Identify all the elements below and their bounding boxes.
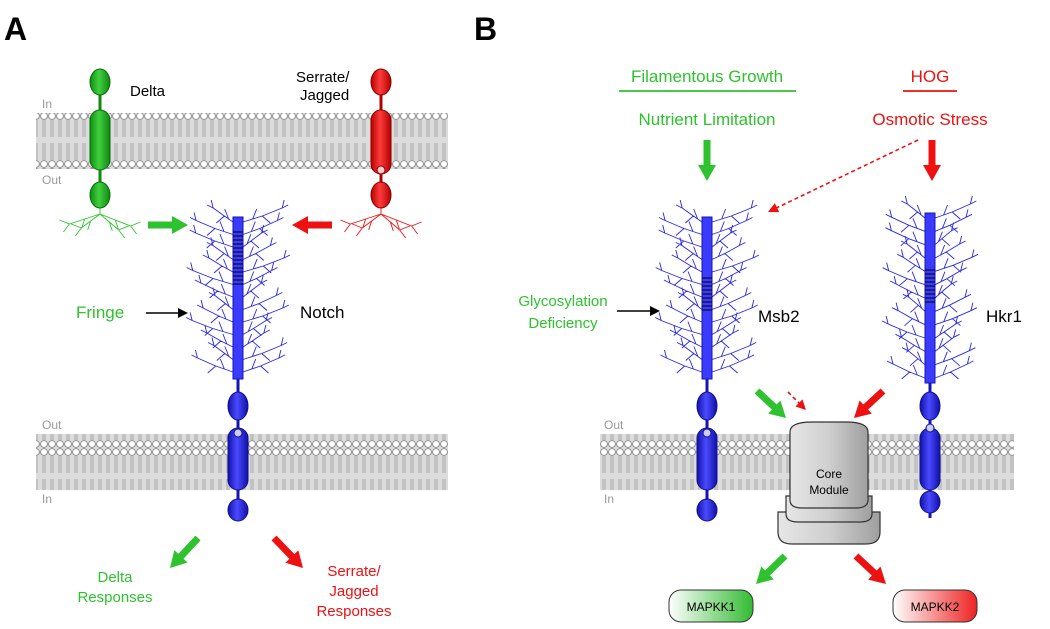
- nutrient-arrow: [698, 140, 716, 181]
- notch-label: Notch: [300, 303, 344, 322]
- serrate-responses-line2: Jagged: [329, 583, 378, 600]
- membrane-b-in-label: In: [604, 492, 614, 506]
- membrane-b-out-label: Out: [604, 418, 624, 432]
- msb2-glycan-tree: [654, 199, 760, 374]
- hkr1-to-core-arrow: [854, 388, 886, 418]
- core-to-mapkk1-arrow: [755, 553, 788, 585]
- serrate-to-notch-arrow: [292, 216, 332, 234]
- serrate-responses-line1: Serrate/: [327, 563, 381, 580]
- filamentous-growth-heading: Filamentous Growth: [631, 67, 783, 86]
- panel-b-letter: B: [474, 11, 497, 47]
- serrate-glycan-tree: [340, 206, 422, 239]
- delta-label: Delta: [130, 83, 166, 100]
- delta-glycan-tree: [59, 206, 141, 239]
- hkr1-label: Hkr1: [986, 307, 1022, 326]
- core-module: [777, 421, 881, 545]
- serrate-responses-arrow: [271, 535, 304, 569]
- fringe-label: Fringe: [76, 303, 124, 322]
- notch-glycan-tree: [185, 199, 291, 374]
- serrate-label-line2: Jagged: [300, 87, 349, 104]
- delta-protein: [59, 68, 141, 239]
- membrane-a-top-in-label: In: [42, 97, 52, 111]
- osmotic-to-msb2-dashed-arrow: [768, 139, 919, 213]
- msb2-receptor: [654, 199, 760, 522]
- delta-responses-arrow: [169, 535, 201, 569]
- notch-egf-repeats: [233, 231, 243, 285]
- mapkk1-label: MAPKK1: [687, 600, 736, 614]
- core-module-label-line2: Module: [809, 483, 849, 497]
- delta-responses-line2: Responses: [77, 589, 152, 606]
- mapkk2-box: [892, 589, 978, 623]
- dashed-to-core-arrow: [787, 391, 806, 410]
- nutrient-limitation-label: Nutrient Limitation: [638, 110, 775, 129]
- glyco-arrow: [617, 306, 660, 316]
- fringe-arrow: [146, 308, 188, 318]
- notch-receptor: [185, 199, 291, 522]
- mapkk1-box: [668, 589, 754, 623]
- osmotic-arrow: [923, 140, 941, 181]
- arrows-layer: [146, 139, 941, 585]
- msb2-label: Msb2: [758, 307, 800, 326]
- membrane-a-top-out-label: Out: [42, 173, 62, 187]
- membrane-a-bottom-out-label: Out: [42, 418, 62, 432]
- panel-a-letter: A: [4, 11, 27, 47]
- glycosylation-label-line1: Glycosylation: [518, 293, 607, 310]
- hkr1-glycan-tree: [881, 195, 979, 380]
- glycosylation-label-line2: Deficiency: [528, 315, 598, 332]
- hkr1-receptor: [881, 195, 979, 518]
- hog-heading: HOG: [911, 67, 950, 86]
- msb2-to-core-arrow: [754, 388, 786, 418]
- hkr1-repeats: [925, 269, 935, 303]
- core-module-label-line1: Core: [816, 467, 842, 481]
- osmotic-stress-label: Osmotic Stress: [872, 110, 987, 129]
- mapkk2-label: MAPKK2: [911, 600, 960, 614]
- serrate-responses-line3: Responses: [316, 603, 391, 620]
- msb2-repeats: [702, 277, 712, 311]
- delta-responses-line1: Delta: [97, 569, 133, 586]
- serrate-label-line1: Serrate/: [296, 69, 350, 86]
- delta-to-notch-arrow: [148, 216, 188, 234]
- core-to-mapkk2-arrow: [853, 553, 887, 585]
- membrane-a-bottom-in-label: In: [42, 492, 52, 506]
- serrate-protein: [340, 68, 422, 239]
